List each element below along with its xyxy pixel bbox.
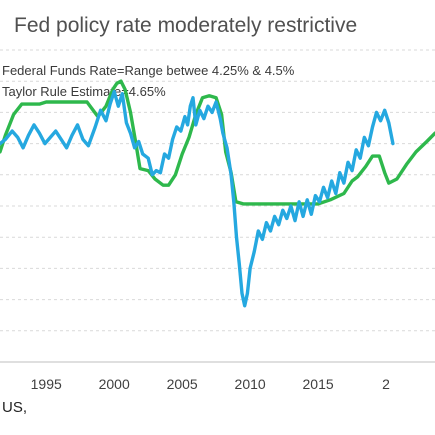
series-line-2 <box>0 89 395 308</box>
gridlines <box>0 49 435 332</box>
series-line-1 <box>0 79 435 206</box>
annotation-fed-funds: Federal Funds Rate=Range betwee 4.25% & … <box>2 63 295 78</box>
chart-title: Fed policy rate moderately restrictive <box>14 14 358 37</box>
x-tick-label: 2000 <box>99 376 130 392</box>
x-tick-label: 1995 <box>31 376 62 392</box>
source-note: US, <box>2 399 28 416</box>
x-tick-label: 2005 <box>167 376 198 392</box>
x-tick-label: 2 <box>382 376 390 392</box>
x-tick-label: 2010 <box>235 376 266 392</box>
x-tick-label: 2015 <box>303 376 334 392</box>
